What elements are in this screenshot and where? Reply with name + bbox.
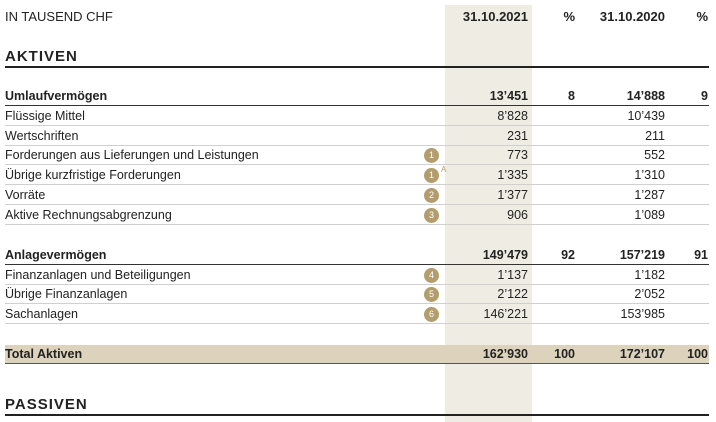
row-value: 1’310 bbox=[634, 168, 665, 183]
group-label: Umlaufvermögen bbox=[5, 89, 108, 103]
row-value: 1’089 bbox=[634, 207, 665, 222]
row-value: 153’985 bbox=[620, 307, 666, 322]
row-value: 10’439 bbox=[627, 108, 665, 123]
row-value: 1’137 bbox=[497, 267, 528, 282]
group-value: 13’451 bbox=[489, 89, 528, 103]
note-badge: 5 bbox=[424, 287, 439, 303]
separator bbox=[5, 263, 709, 265]
total-pct: 100 bbox=[554, 347, 575, 362]
separator bbox=[5, 124, 709, 126]
separator bbox=[5, 323, 709, 325]
note-badge: 1 bbox=[424, 148, 439, 164]
row-value: 906 bbox=[507, 207, 528, 222]
col-header: 31.10.2020 bbox=[599, 9, 665, 24]
row-label: Forderungen aus Lieferungen und Leistung… bbox=[5, 148, 259, 163]
row-value: 146’221 bbox=[483, 307, 529, 322]
row-value: 231 bbox=[507, 128, 528, 143]
total-label: Total Aktiven bbox=[5, 347, 83, 362]
row-value: 1’182 bbox=[634, 267, 665, 282]
separator bbox=[5, 105, 709, 106]
separator bbox=[5, 184, 709, 186]
separator bbox=[5, 164, 709, 166]
group-pct: 9 bbox=[701, 89, 708, 103]
separator bbox=[5, 204, 709, 205]
row-label: Flüssige Mittel bbox=[5, 108, 85, 123]
group-pct: 8 bbox=[568, 89, 575, 103]
row-value: 1’335 bbox=[497, 168, 528, 183]
separator bbox=[5, 66, 709, 68]
section-title: AKTIVEN bbox=[5, 48, 78, 65]
note-sup: A bbox=[441, 165, 447, 175]
group-label: Anlagevermögen bbox=[5, 247, 107, 262]
total-value: 172’107 bbox=[619, 347, 665, 362]
row-value: 211 bbox=[645, 128, 665, 143]
row-label: Aktive Rechnungsabgrenzung bbox=[5, 207, 172, 222]
row-label: Vorräte bbox=[5, 188, 46, 202]
note-badge: 2 bbox=[424, 188, 439, 203]
note-badge: 3 bbox=[424, 207, 439, 223]
separator bbox=[5, 223, 709, 225]
separator bbox=[5, 303, 709, 305]
section-title: PASSIVEN bbox=[5, 396, 88, 414]
separator bbox=[5, 363, 709, 365]
row-value: 1’287 bbox=[634, 188, 665, 202]
row-label: Sachanlagen bbox=[5, 307, 78, 322]
row-value: 2’122 bbox=[497, 287, 528, 302]
total-band bbox=[5, 345, 709, 364]
row-value: 1’377 bbox=[497, 188, 528, 202]
col-header: % bbox=[563, 9, 575, 24]
row-value: 8’828 bbox=[497, 108, 528, 123]
separator bbox=[5, 144, 709, 146]
note-badge: 4 bbox=[424, 267, 439, 283]
separator bbox=[5, 414, 709, 417]
unit-label: IN TAUSEND CHF bbox=[5, 9, 113, 24]
row-label: Wertschriften bbox=[5, 128, 79, 143]
separator bbox=[5, 283, 709, 285]
group-pct: 91 bbox=[694, 247, 708, 262]
row-label: Finanzanlagen und Beteiligungen bbox=[5, 267, 191, 282]
col-header: 31.10.2021 bbox=[462, 9, 528, 24]
group-pct: 92 bbox=[561, 247, 575, 262]
row-value: 773 bbox=[507, 148, 528, 163]
group-value: 157’219 bbox=[619, 247, 665, 262]
total-value: 162’930 bbox=[482, 347, 528, 362]
row-label: Übrige kurzfristige Forderungen bbox=[5, 168, 181, 183]
group-value: 14’888 bbox=[626, 89, 665, 103]
row-value: 552 bbox=[644, 148, 665, 163]
row-label: Übrige Finanzanlagen bbox=[5, 287, 128, 302]
col-header: % bbox=[696, 9, 708, 24]
total-pct: 100 bbox=[687, 347, 708, 362]
note-badge: 1 bbox=[424, 168, 439, 184]
row-value: 2’052 bbox=[634, 287, 665, 302]
group-value: 149’479 bbox=[482, 247, 528, 262]
note-badge: 6 bbox=[424, 307, 439, 323]
